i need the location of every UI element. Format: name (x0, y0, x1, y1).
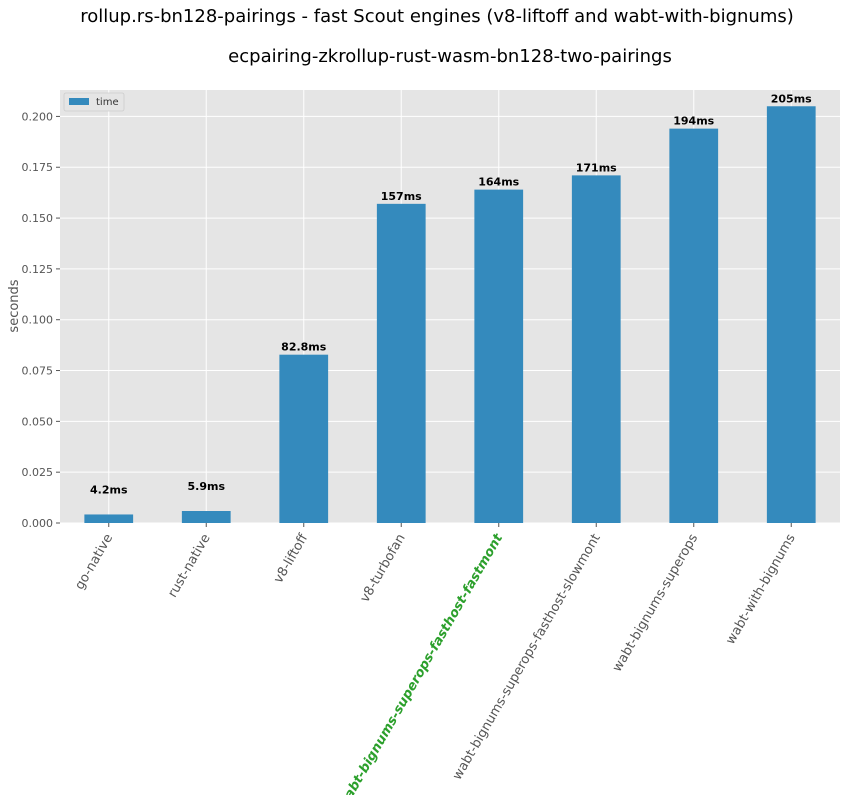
y-axis: 0.000 0.025 0.050 0.075 0.100 0.125 0.150 0.175… (22, 110, 60, 530)
legend-label: time (96, 97, 119, 108)
y-tick-label: 0.050 (22, 415, 54, 428)
x-tick-label: go-native (72, 532, 116, 593)
bar-value-label: 157ms (381, 190, 422, 203)
y-tick-label: 0.125 (22, 263, 54, 276)
x-tick-label: rust-native (165, 532, 213, 601)
bar-wabt-with-bignums (766, 106, 816, 523)
x-axis: go-native rust-native v8-liftoff v8-turbofa… (72, 523, 799, 795)
y-axis-label: seconds (7, 279, 22, 332)
bar-value-label: 171ms (576, 161, 617, 174)
chart-suptitle: rollup.rs-bn128-pairings - fast Scout en… (80, 6, 794, 27)
y-tick-label: 0.025 (22, 466, 54, 479)
y-tick-label: 0.000 (22, 517, 54, 530)
x-tick-label: wabt-with-bignums (723, 531, 799, 647)
bar-series-time (84, 106, 816, 523)
legend-swatch (69, 98, 89, 105)
y-tick-label: 0.075 (22, 365, 54, 378)
legend-box (63, 92, 125, 112)
legend: time (63, 92, 125, 112)
bar-value-label: 194ms (673, 115, 714, 128)
bar-value-label: 82.8ms (281, 341, 327, 354)
bar-go-native (84, 514, 134, 523)
bar-wabt-bignums-superops-fasthost-slowmont (571, 175, 621, 523)
bar-value-labels: 4.2ms 5.9ms 82.8ms 157ms 164ms 171ms 194ms 205m… (90, 92, 812, 496)
y-tick-label: 0.100 (22, 314, 54, 327)
bar-rust-native (181, 511, 231, 523)
y-tick-label: 0.175 (22, 161, 54, 174)
bar-value-label: 4.2ms (90, 483, 128, 496)
y-tick-label: 0.200 (22, 110, 54, 123)
x-tick-label: wabt-bignums-superops (610, 531, 701, 674)
bar-value-label: 205ms (771, 92, 812, 105)
y-tick-label: 0.150 (22, 212, 54, 225)
bar-value-label: 164ms (478, 176, 519, 189)
bar-v8-turbofan (376, 203, 426, 523)
bar-wabt-bignums-superops-fasthost-fastmont (474, 189, 524, 523)
bar-wabt-bignums-superops (669, 128, 719, 523)
bar-value-label: 5.9ms (188, 480, 226, 493)
y-gridlines (60, 115, 840, 524)
bar-v8-liftoff (279, 354, 329, 523)
x-tick-label: v8-liftoff (271, 531, 312, 586)
plot-area (60, 90, 840, 523)
chart-title: ecpairing-zkrollup-rust-wasm-bn128-two-p… (228, 46, 672, 67)
x-tick-label: wabt-bignums-superops-fasthost-fastmont (336, 531, 507, 795)
x-tick-label: v8-turbofan (358, 532, 409, 606)
